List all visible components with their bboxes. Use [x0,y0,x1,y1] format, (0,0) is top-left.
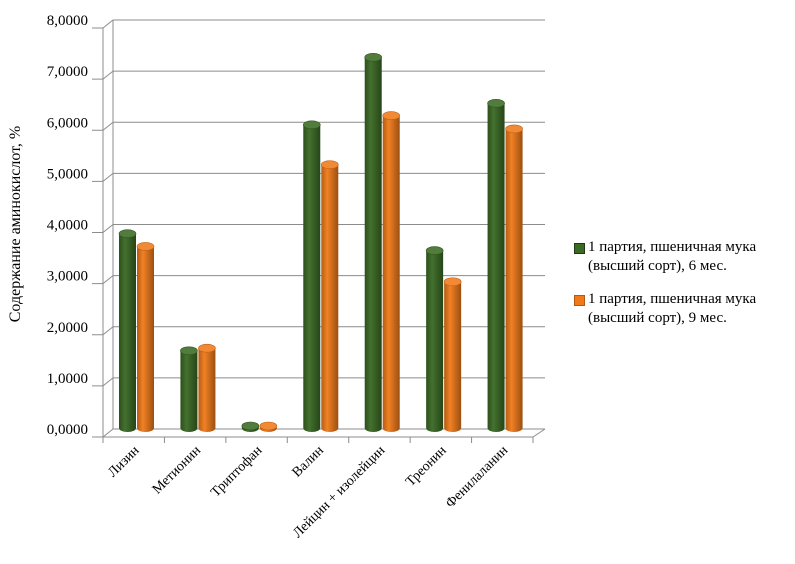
bar-top [320,160,339,169]
chart-legend: 1 партия, пшеничная мука (высший сорт), … [574,238,792,342]
gridline-depth [102,275,114,285]
gridline-depth [102,121,114,131]
bar-body [426,250,444,432]
bar-body [364,57,382,432]
x-tick-label: Метионин [150,443,204,497]
bar-body [382,115,400,432]
bar-body [505,128,523,432]
x-tick-label: Фенилаланин [443,443,511,511]
legend-swatch-series-1 [574,243,585,254]
y-tick-label: 6,0000 [47,115,88,131]
bar [505,124,523,432]
bar-body [198,348,216,432]
bar-top [443,277,462,287]
bar-body [487,103,505,433]
gridline-depth [102,172,114,182]
bar [118,229,137,432]
y-tick-label: 7,0000 [47,64,88,80]
gridline-depth [102,377,114,387]
legend-swatch-series-2 [574,295,585,306]
bar-top [241,421,260,431]
y-tick-labels: 0,0000 1,0000 2,0000 3,0000 4,0000 5,0000 6,00… [47,13,88,438]
gridline-depth [102,428,114,438]
bar [320,160,339,432]
bar-top [118,229,137,239]
bar-top [198,343,216,353]
bar-body [180,350,198,432]
chart-bars [118,53,523,433]
x-tick-label: Лизин [105,443,142,480]
x-tick-label: Триптофан [208,443,265,500]
bar [302,120,321,433]
gridline-depth [102,326,114,336]
y-tick-label: 2,0000 [47,320,88,336]
y-tick-label: 8,0000 [47,13,88,29]
legend-item-series-2: 1 партия, пшеничная мука (высший сорт), … [574,290,792,328]
bar-top [382,111,401,120]
bar-body [444,281,462,432]
gridline-depth [102,70,114,80]
y-tick-label: 5,0000 [47,166,88,182]
bar-body [119,233,136,432]
bar-body [303,124,321,433]
y-axis-label: Содержание аминокислот, % [7,126,24,323]
legend-label-series-1: 1 партия, пшеничная мука (высший сорт), … [588,239,757,274]
y-tick-label: 4,0000 [47,218,88,234]
bar [136,242,155,432]
bar [259,421,278,432]
floor-depth-edge [532,428,546,438]
bar [382,111,401,432]
bar [425,246,444,432]
bar [180,346,198,432]
bar-body [321,164,339,432]
bar [364,53,383,432]
x-tick-label: Треонин [403,443,450,490]
bar [443,277,462,432]
gridline-depth [102,19,114,29]
bar-top [180,346,198,356]
legend-label-series-2: 1 партия, пшеничная мука (высший сорт), … [588,291,757,326]
bar-top [302,120,321,130]
y-tick-label: 3,0000 [47,269,88,285]
bar-top [505,124,523,134]
bar-top [136,242,155,251]
bar [198,343,216,432]
chart-axes [92,20,546,443]
bar-body [137,246,154,432]
bar-top [487,99,505,108]
bar-top [364,53,383,62]
bar-top [425,246,444,255]
y-tick-label: 1,0000 [47,371,88,387]
gridline-depth [102,224,114,233]
bar-top [259,421,278,431]
legend-item-series-1: 1 партия, пшеничная мука (высший сорт), … [574,238,792,276]
bar [487,99,505,433]
bar [241,421,260,432]
y-tick-label: 0,0000 [47,422,88,438]
x-tick-label: Валин [290,443,328,481]
